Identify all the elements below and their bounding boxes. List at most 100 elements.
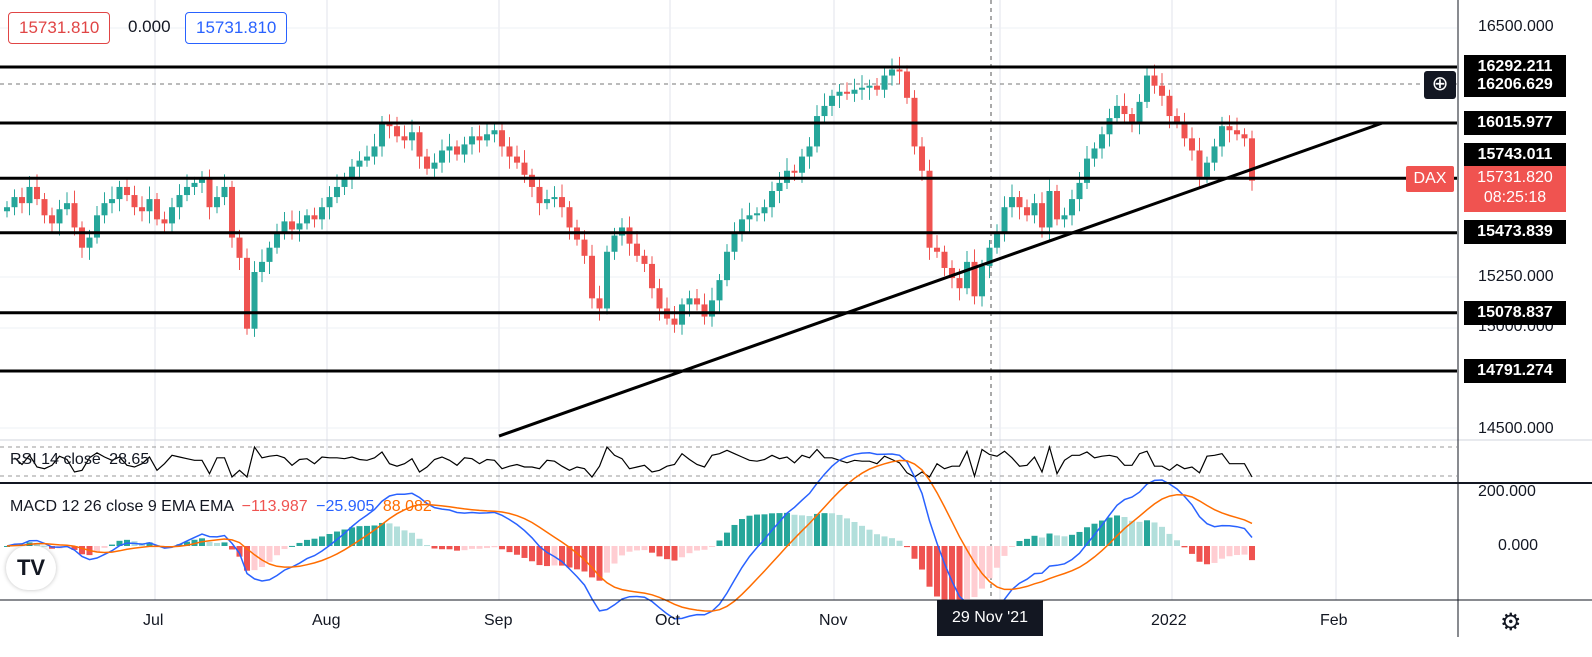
macd-histogram-bar	[926, 546, 933, 587]
candle-body	[154, 199, 160, 220]
macd-histogram-bar	[319, 536, 325, 546]
macd-histogram-bar	[116, 540, 123, 546]
macd-histogram-bar	[1114, 515, 1120, 546]
macd-histogram-bar	[79, 546, 85, 555]
candle-body	[1249, 138, 1255, 181]
macd-histogram-bar	[1016, 541, 1023, 546]
price-box-blue[interactable]: 15731.810	[185, 12, 288, 44]
macd-histogram-bar	[604, 546, 610, 573]
macd-histogram-bar	[1196, 546, 1203, 562]
macd-histogram-bar	[424, 545, 430, 547]
tradingview-logo[interactable]: TV	[6, 546, 56, 590]
candle-body	[1016, 197, 1023, 208]
macd-histogram-bar	[1211, 546, 1218, 563]
candle-body	[311, 215, 318, 220]
macd-histogram-bar	[1076, 531, 1083, 546]
macd-histogram-bar	[881, 536, 888, 546]
macd-histogram-bar	[754, 514, 760, 546]
rsi-value: 28.65	[109, 451, 150, 468]
candle-body	[56, 209, 63, 224]
candle-body	[754, 213, 760, 216]
macd-histogram-bar	[1166, 533, 1173, 546]
macd-histogram-bar	[1061, 536, 1068, 546]
candle-body	[1144, 75, 1150, 102]
candle-body	[371, 146, 378, 157]
candle-body	[904, 71, 910, 98]
candle-body	[499, 130, 505, 147]
candle-body	[679, 304, 685, 325]
macd-histogram-bar	[814, 513, 820, 546]
candle-body	[184, 186, 190, 196]
gear-icon[interactable]: ⚙	[1500, 609, 1522, 636]
pane-separators	[0, 0, 1592, 637]
rsi-line	[14, 444, 1253, 479]
candle-body	[1219, 126, 1225, 147]
rsi-label: RSI 14 close	[10, 451, 101, 468]
candle-body	[476, 136, 483, 141]
candle-body	[266, 247, 273, 262]
macd-value: −113.987	[241, 498, 308, 515]
candle-body	[634, 243, 640, 256]
macd-histogram-bar	[836, 514, 843, 546]
candle-body	[761, 207, 768, 214]
candle-body	[409, 132, 415, 141]
macd-histogram-bar	[439, 546, 445, 550]
macd-histogram-bar	[394, 526, 400, 546]
candle-body	[1234, 130, 1240, 135]
candle-body	[469, 136, 475, 145]
candle-body	[101, 203, 108, 216]
macd-histogram-bar	[1009, 546, 1015, 547]
macd-histogram-bar	[236, 546, 243, 557]
candle-body	[926, 170, 933, 248]
candle-body	[236, 237, 243, 258]
time-axis-label: Sep	[484, 612, 513, 629]
candle-body	[379, 122, 385, 147]
price-box-red[interactable]: 15731.810	[8, 12, 111, 44]
candle-body	[296, 223, 303, 230]
macd-histogram-bar	[664, 546, 670, 560]
candle-body	[41, 199, 48, 216]
candle-body	[1069, 199, 1075, 216]
candle-body	[596, 298, 603, 309]
macd-legend[interactable]: MACD 12 26 close 9 EMA EMA −113.987 −25.…	[10, 498, 432, 516]
macd-histogram-bar	[514, 546, 520, 555]
candle-body	[1174, 116, 1180, 123]
time-axis-label: Feb	[1320, 612, 1348, 629]
macd-histogram-bar	[739, 519, 745, 546]
candle-body	[536, 186, 543, 204]
candle-body	[1136, 101, 1143, 123]
macd-histogram-bar	[1144, 520, 1150, 546]
candle-body	[1196, 150, 1203, 177]
horizontal-levels	[0, 65, 1457, 373]
candle-body	[1009, 197, 1015, 208]
macd-histogram-bar	[986, 546, 993, 579]
candle-body	[529, 174, 535, 187]
candle-body	[979, 265, 985, 297]
candle-body	[334, 186, 340, 198]
candle-body	[1129, 114, 1135, 123]
macd-histogram-bar	[1219, 546, 1225, 559]
candle-body	[844, 91, 850, 94]
candle-body	[356, 160, 363, 167]
macd-histogram-bar	[409, 532, 415, 546]
candle-body	[701, 304, 708, 317]
candle-body	[829, 95, 835, 106]
plus-circle-icon[interactable]: ⊕	[1424, 71, 1456, 99]
candle-body	[514, 156, 520, 163]
rsi-legend[interactable]: RSI 14 close 28.65	[10, 451, 149, 469]
macd-histogram-bar	[454, 546, 460, 551]
macd-label: MACD 12 26 close 9 EMA EMA	[10, 498, 234, 515]
candle-body	[1151, 75, 1158, 86]
candle-body	[319, 207, 325, 220]
candle-body	[1166, 95, 1173, 117]
candle-body	[446, 146, 453, 151]
candle-body	[964, 261, 970, 289]
level-label: 14791.274	[1464, 359, 1566, 383]
macd-histogram-bar	[1129, 520, 1135, 546]
crosshair-date: 29 Nov '21	[937, 600, 1043, 636]
macd-histogram-bar	[904, 546, 910, 548]
macd-histogram-bar	[259, 546, 265, 567]
candlestick-series	[4, 56, 1255, 337]
candle-body	[259, 261, 265, 273]
